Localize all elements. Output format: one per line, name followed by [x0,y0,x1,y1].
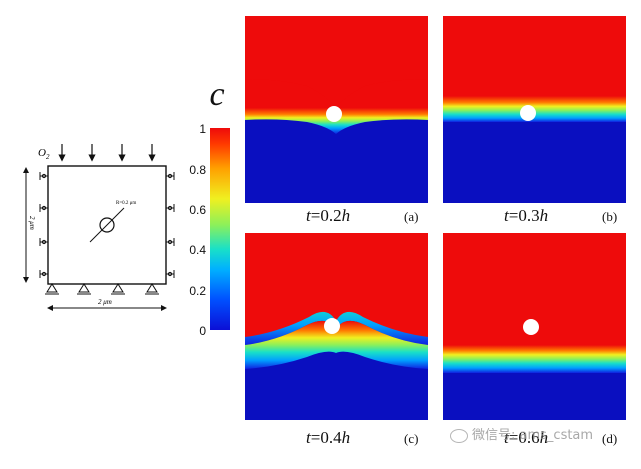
colorbar-tick: 0.6 [189,203,206,217]
void-hole [523,319,539,335]
left-roller-supports [39,172,48,278]
time-label-c: t=0.4h [306,428,351,447]
width-label: 2 μm [98,298,112,306]
radius-label: R=0.2 μm [116,201,136,206]
time-label-b: t=0.3h [504,206,549,225]
boundary-condition-schematic: O2 R=0.2 [23,144,175,311]
height-label: 2 μm [28,216,36,230]
void-hole [520,105,536,121]
colorbar-tick: 0.2 [189,284,206,298]
colorbar [210,128,230,330]
colorbar-symbol: c [209,76,225,113]
colorbar-tick: 0.8 [189,163,206,177]
time-label-d: t=0.6h [504,428,549,447]
radius-leader-line [89,207,125,243]
oxygen-flux-arrows [58,144,156,162]
panel-letter-b: (b) [602,209,618,224]
domain-square [47,165,167,285]
concentration-field-panel-d [443,233,626,420]
colorbar-tick: 0.4 [189,243,206,257]
concentration-field-panel-c [245,233,428,420]
watermark-text: 微信号: ams_cstam [472,428,594,443]
right-roller-supports [166,172,175,278]
oxygen-label: O2 [38,147,50,161]
panel-letter-a: (a) [404,209,419,224]
colorbar-tick: 1 [199,122,206,136]
panel-letter-d: (d) [602,431,618,446]
void-hole [324,318,340,334]
wechat-icon [450,428,468,443]
concentration-field-panel-b [443,16,626,203]
panel-letter-c: (c) [404,431,419,446]
concentration-field-panel-a [245,16,428,203]
void-hole [326,106,342,122]
time-label-a: t=0.2h [306,206,351,225]
wechat-watermark: 微信号: ams_cstam [450,424,622,444]
void-circle [99,217,115,233]
bottom-pin-supports [45,283,159,295]
colorbar-tick: 0 [199,324,206,338]
